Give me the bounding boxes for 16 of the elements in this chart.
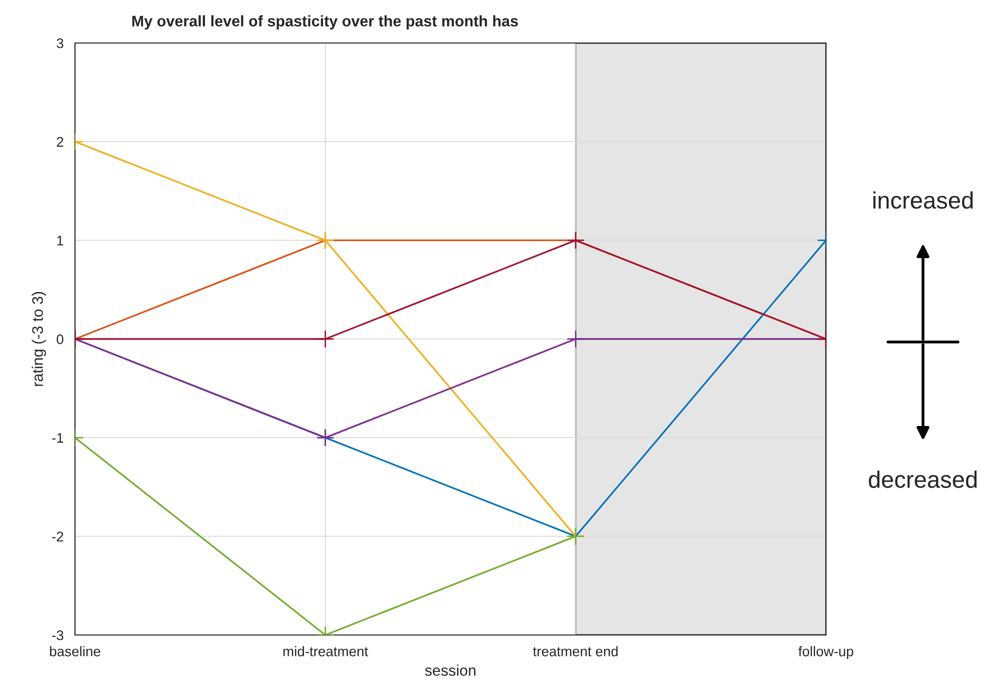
y-tick-label: -3 — [52, 630, 64, 640]
x-axis-title: session — [425, 664, 476, 676]
x-tick-label: mid-treatment — [283, 646, 368, 656]
x-tick-label: baseline — [50, 646, 100, 656]
y-tick-label: 1 — [57, 236, 64, 246]
y-tick-label: 3 — [56, 38, 64, 48]
chart-title: My overall level of spasticity over the past month has — [132, 15, 518, 30]
text: increased — [873, 191, 973, 209]
y-tick-label: 2 — [56, 137, 64, 147]
y-tick-label: -1 — [52, 433, 64, 443]
x-tick-label: follow-up — [798, 646, 854, 660]
x-tick-label: treatment end — [533, 646, 618, 656]
y-tick-label: -2 — [52, 532, 64, 542]
y-tick-label: 0 — [56, 334, 64, 344]
y-axis-title: rating (-3 to 3) — [32, 292, 46, 386]
text: decreased — [868, 470, 977, 488]
